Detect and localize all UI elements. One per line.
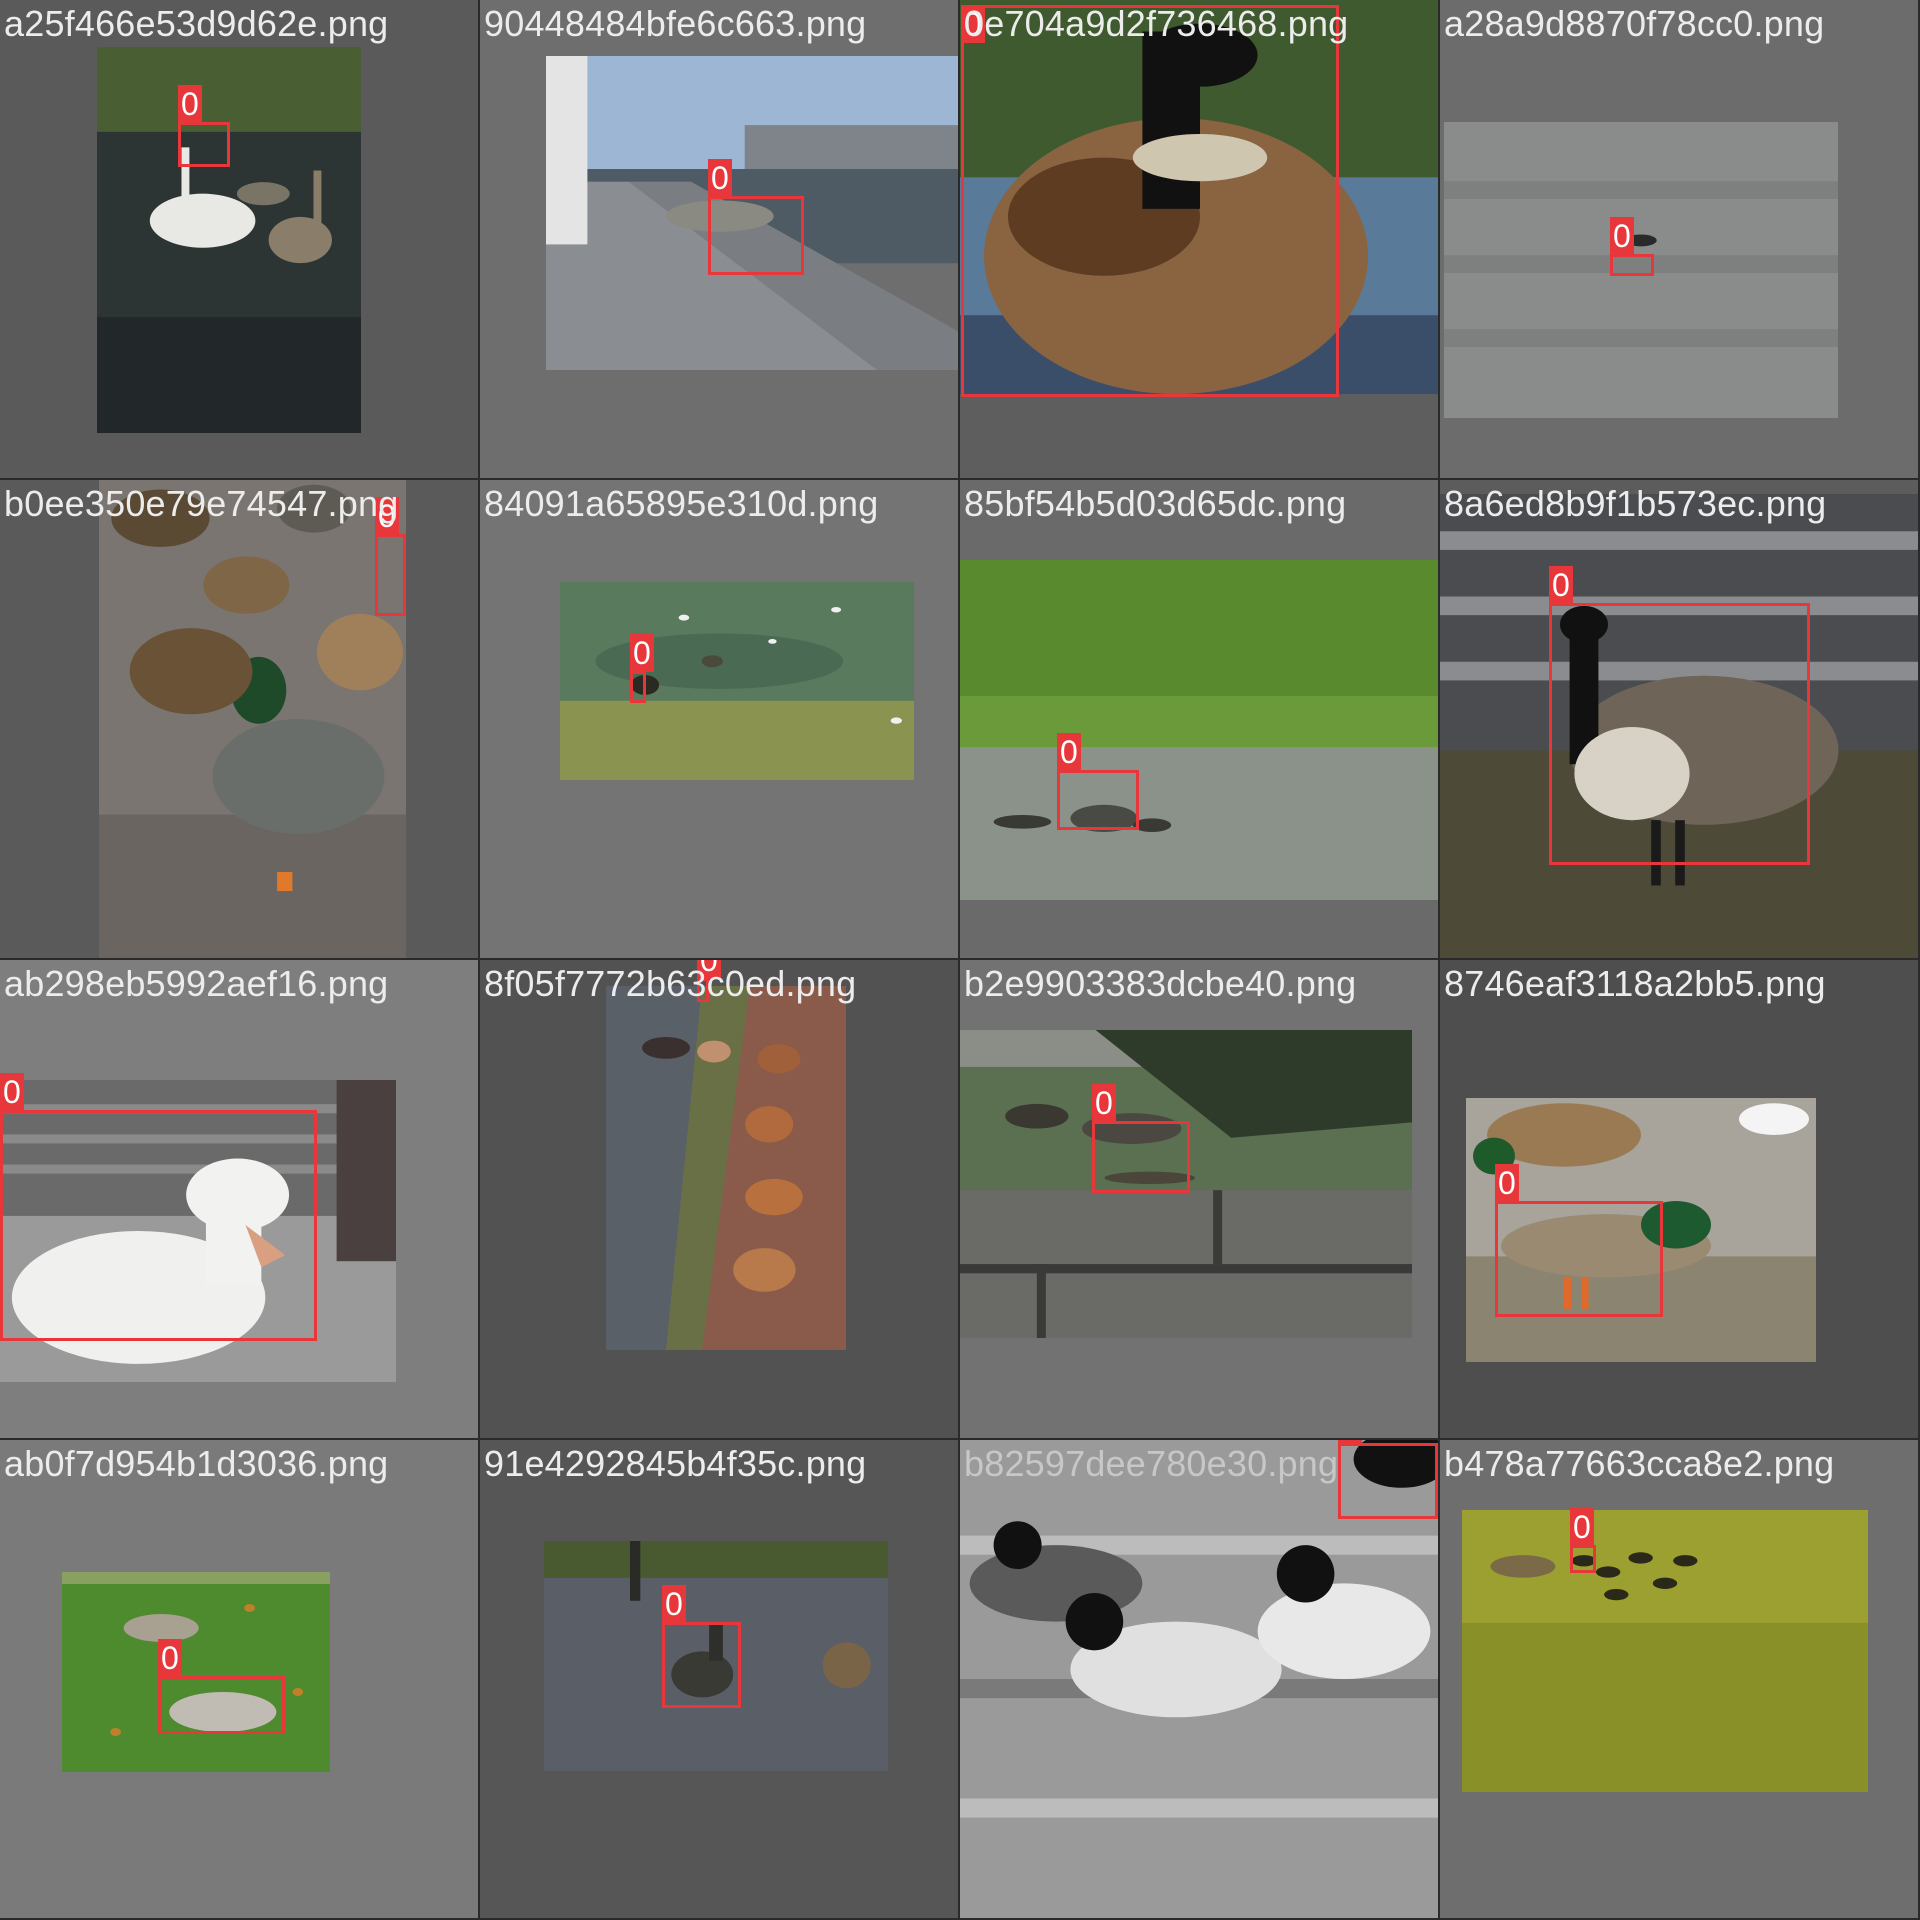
detection-box: 0 [375,497,406,616]
tile-image [62,1572,330,1772]
detection-box: 0 [158,1639,285,1734]
tile[interactable]: 0 a28a9d8870f78cc0.png [1440,0,1920,480]
detection-box: 0 [1495,1164,1663,1317]
filename-label: b2e9903383dcbe40.png [964,963,1357,1004]
filename-label: 0e704a9d2f736468.png [964,3,1349,44]
filename-label: ab0f7d954b1d3036.png [4,1443,389,1484]
class-label: 0 [1338,1440,1362,1444]
filename-label: b478a77663cca8e2.png [1444,1443,1835,1484]
detection-box: 0 [708,159,804,275]
class-label: 0 [158,1639,182,1677]
class-label: 0 [0,1073,24,1111]
filename-label: 91e4292845b4f35c.png [484,1443,867,1484]
tile[interactable]: 0 8a6ed8b9f1b573ec.png [1440,480,1920,960]
tile[interactable]: 0 0e704a9d2f736468.png [960,0,1440,480]
tile-image [960,0,1438,394]
tile-image [606,986,846,1350]
detection-box: 0 [178,85,230,167]
tile[interactable]: 0 b2e9903383dcbe40.png [960,960,1440,1440]
tile-image [1444,122,1838,418]
tile[interactable]: 0 91e4292845b4f35c.png [480,1440,960,1920]
tile[interactable]: 0 b478a77663cca8e2.png [1440,1440,1920,1920]
tile[interactable]: 0 85bf54b5d03d65dc.png [960,480,1440,960]
tile-image [0,1080,396,1382]
detection-box: 0 [1092,1084,1190,1193]
class-label: 0 [697,960,721,979]
class-label: 0 [375,497,399,535]
detection-box: 0 [1338,1440,1438,1519]
filename-label: 84091a65895e310d.png [484,483,879,524]
detection-box: 0 [697,960,721,1002]
tile-image [1462,1510,1868,1792]
class-label: 0 [708,159,732,197]
tile-image [960,1440,1438,1918]
tile-image [97,47,361,433]
class-label: 0 [1495,1164,1519,1202]
tile[interactable]: 0 b82597dee780e30.png [960,1440,1440,1920]
tile-image [1466,1098,1816,1362]
tile-image [544,1541,888,1771]
detection-box: 0 [961,5,1339,397]
class-label: 0 [961,5,985,43]
tile-image [960,560,1438,900]
detection-box: 0 [630,634,654,703]
tile[interactable]: 0 ab298eb5992aef16.png [0,960,480,1440]
tile-image [960,1030,1412,1338]
detection-box: 0 [662,1585,741,1708]
filename-label: 8f05f7772b63c0ed.png [484,963,857,1004]
class-label: 0 [662,1585,686,1623]
detection-box: 0 [1057,733,1139,830]
filename-label: 85bf54b5d03d65dc.png [964,483,1347,524]
tile[interactable]: 0 b0ee350e79e74547.png [0,480,480,960]
detection-box: 0 [1610,217,1654,276]
tile[interactable]: 0 a25f466e53d9d62e.png [0,0,480,480]
class-label: 0 [1057,733,1081,771]
class-label: 0 [178,85,202,123]
tile[interactable]: 0 8f05f7772b63c0ed.png [480,960,960,1440]
filename-label: 8746eaf3118a2bb5.png [1444,963,1826,1004]
tile-image [560,582,914,780]
class-label: 0 [1570,1508,1594,1546]
tile[interactable]: 0 90448484bfe6c663.png [480,0,960,480]
tile-image [546,56,958,370]
class-label: 0 [1610,217,1634,255]
class-label: 0 [1549,566,1573,604]
filename-label: a28a9d8870f78cc0.png [1444,3,1825,44]
filename-label: b0ee350e79e74547.png [4,483,399,524]
class-label: 0 [1092,1084,1116,1122]
class-label: 0 [630,634,654,672]
tile-image [1440,494,1918,958]
tile-image [99,480,406,958]
filename-label: ab298eb5992aef16.png [4,963,389,1004]
tile[interactable]: 0 8746eaf3118a2bb5.png [1440,960,1920,1440]
filename-label: 8a6ed8b9f1b573ec.png [1444,483,1827,524]
detection-box: 0 [1570,1508,1596,1573]
filename-label: b82597dee780e30.png [964,1443,1339,1484]
filename-label: a25f466e53d9d62e.png [4,3,389,44]
filename-label: 90448484bfe6c663.png [484,3,867,44]
tile[interactable]: 0 84091a65895e310d.png [480,480,960,960]
tile[interactable]: 0 ab0f7d954b1d3036.png [0,1440,480,1920]
detection-box: 0 [0,1073,317,1341]
detection-box: 0 [1549,566,1810,865]
